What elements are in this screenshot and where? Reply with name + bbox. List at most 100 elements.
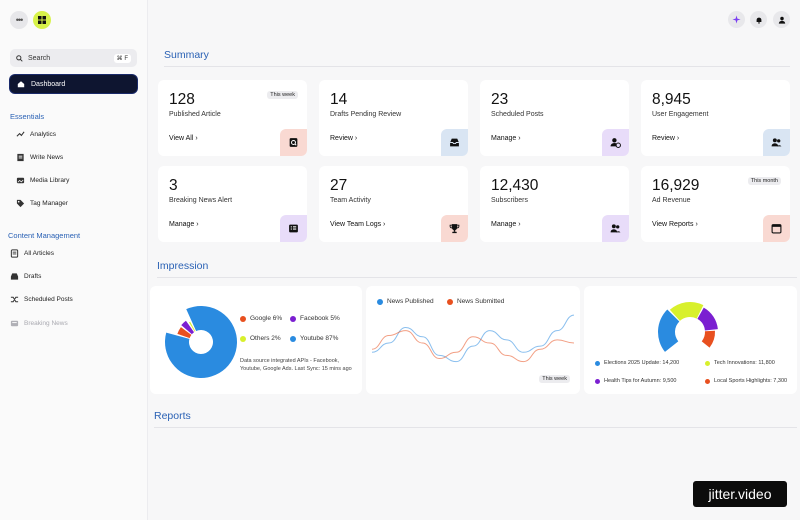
reports-title: Reports xyxy=(154,410,191,422)
topics-donut-chart xyxy=(658,302,718,352)
legend-dot xyxy=(595,378,600,384)
legend-item: Health Tips for Autumn: 9,500 xyxy=(595,378,676,384)
card-icon-box xyxy=(602,129,629,156)
sidebar-item-scheduled-posts[interactable]: Scheduled Posts xyxy=(10,295,73,304)
sidebar-item-label: Breaking News xyxy=(24,320,68,327)
impression-divider xyxy=(157,277,797,278)
document-icon xyxy=(16,153,25,162)
legend-label: News Published xyxy=(387,298,434,305)
card-breaking-news: 3 Breaking News Alert Manage › xyxy=(158,166,307,242)
legend-dot xyxy=(595,360,600,366)
sidebar-item-all-articles[interactable]: All Articles xyxy=(10,249,54,258)
tag-icon xyxy=(16,199,25,208)
donut-slice-local-sports-highlights[interactable] xyxy=(701,330,715,348)
sidebar-item-label: Analytics xyxy=(30,131,57,138)
card-action-link[interactable]: Manage › xyxy=(491,135,521,142)
donut-slice-facebook[interactable] xyxy=(181,320,195,335)
sidebar-item-label: Drafts xyxy=(24,273,42,280)
legend-dot xyxy=(240,335,246,342)
user-clock-icon xyxy=(610,138,621,148)
legend-item: News Published xyxy=(377,298,434,305)
card-action-label: Review xyxy=(652,135,675,142)
more-options-button[interactable]: ••• xyxy=(10,11,28,29)
sidebar-item-label: Write News xyxy=(30,154,64,161)
search-doc-icon xyxy=(289,138,298,147)
news-line-chart xyxy=(371,314,575,363)
card-badge[interactable]: This month xyxy=(747,177,781,185)
search-shortcut: ⌘ F xyxy=(113,53,131,63)
card-drafts-pending: 14 Drafts Pending Review Review › xyxy=(319,80,468,156)
donut-slice-youtube[interactable] xyxy=(165,306,237,378)
sidebar-item-label: Tag Manager xyxy=(30,200,68,207)
legend-dot xyxy=(705,360,710,366)
search-input[interactable]: Search ⌘ F xyxy=(10,49,137,67)
card-action-link[interactable]: View Reports › xyxy=(652,221,698,228)
card-action-label: Review xyxy=(330,135,353,142)
card-label: Breaking News Alert xyxy=(169,197,233,204)
trophy-icon xyxy=(449,224,460,234)
sparkle-icon xyxy=(732,15,741,24)
card-action-label: View Reports xyxy=(652,221,694,228)
legend-label: Health Tips for Autumn: 9,500 xyxy=(604,378,677,384)
ai-assistant-button[interactable] xyxy=(728,11,745,28)
user-icon xyxy=(778,16,785,24)
sidebar-item-dashboard[interactable]: Dashboard xyxy=(10,75,137,93)
news-list-icon xyxy=(289,224,298,233)
trend-icon xyxy=(16,130,25,139)
card-action-label: View Team Logs xyxy=(330,221,382,228)
card-label: Drafts Pending Review xyxy=(330,111,402,118)
card-value: 14 xyxy=(330,91,348,108)
calendar-icon xyxy=(771,224,782,234)
sidebar-item-label: Media Library xyxy=(30,177,70,184)
donut-slice-tech-innovations[interactable] xyxy=(669,302,704,321)
sidebar-item-media-library[interactable]: Media Library xyxy=(16,176,69,185)
sidebar-item-drafts[interactable]: Drafts xyxy=(10,272,41,281)
sidebar-item-breaking-news[interactable]: Breaking News xyxy=(10,319,68,328)
sidebar-item-label: Scheduled Posts xyxy=(24,296,73,303)
users-icon xyxy=(771,138,782,147)
card-action-link[interactable]: View Team Logs › xyxy=(330,221,386,228)
card-action-link[interactable]: Review › xyxy=(330,135,358,142)
legend-item: Google 6% xyxy=(240,315,282,322)
series-line-news-published xyxy=(371,314,575,363)
impression-title: Impression xyxy=(157,260,209,272)
breaking-icon xyxy=(10,319,19,328)
legend-item: Local Sports Highlights: 7,300 xyxy=(705,378,787,384)
tray-icon xyxy=(10,272,19,281)
card-value: 16,929 xyxy=(652,177,700,194)
donut-slice-health-tips-for-autumn[interactable] xyxy=(697,307,718,331)
period-badge[interactable]: This week xyxy=(539,375,570,383)
profile-button[interactable] xyxy=(773,11,790,28)
series-line-news-submitted xyxy=(371,330,575,363)
donut-slice-others[interactable] xyxy=(189,321,196,332)
reports-divider xyxy=(154,427,797,428)
legend-dot xyxy=(290,315,296,322)
watermark: jitter.video xyxy=(693,481,787,507)
donut-slice-elections-2025-update[interactable] xyxy=(658,309,680,352)
legend-item: Others 2% xyxy=(240,335,281,342)
card-action-link[interactable]: View All › xyxy=(169,135,198,142)
card-value: 8,945 xyxy=(652,91,691,108)
sidebar-item-write-news[interactable]: Write News xyxy=(16,153,63,162)
sidebar-item-analytics[interactable]: Analytics xyxy=(16,130,56,139)
card-action-link[interactable]: Manage › xyxy=(491,221,521,228)
app-logo[interactable] xyxy=(33,11,51,29)
donut-slice-google[interactable] xyxy=(177,327,192,339)
card-label: Scheduled Posts xyxy=(491,111,544,118)
legend-label: News Submitted xyxy=(457,298,505,305)
news-trend-panel: News Published News Submitted This week xyxy=(366,286,580,394)
sidebar-item-tag-manager[interactable]: Tag Manager xyxy=(16,199,68,208)
legend-item: Elections 2025 Update: 14,200 xyxy=(595,360,679,366)
card-action-link[interactable]: Review › xyxy=(652,135,680,142)
card-label: Team Activity xyxy=(330,197,371,204)
card-badge[interactable]: This week xyxy=(267,91,298,99)
legend-dot xyxy=(290,335,296,342)
notifications-button[interactable] xyxy=(750,11,767,28)
card-action-link[interactable]: Manage › xyxy=(169,221,199,228)
card-icon-box xyxy=(280,129,307,156)
image-icon xyxy=(16,176,25,185)
legend-label: Youtube 87% xyxy=(300,335,339,342)
bell-icon xyxy=(756,17,761,24)
sidebar-item-label: All Articles xyxy=(24,250,54,257)
legend-dot xyxy=(377,298,383,305)
